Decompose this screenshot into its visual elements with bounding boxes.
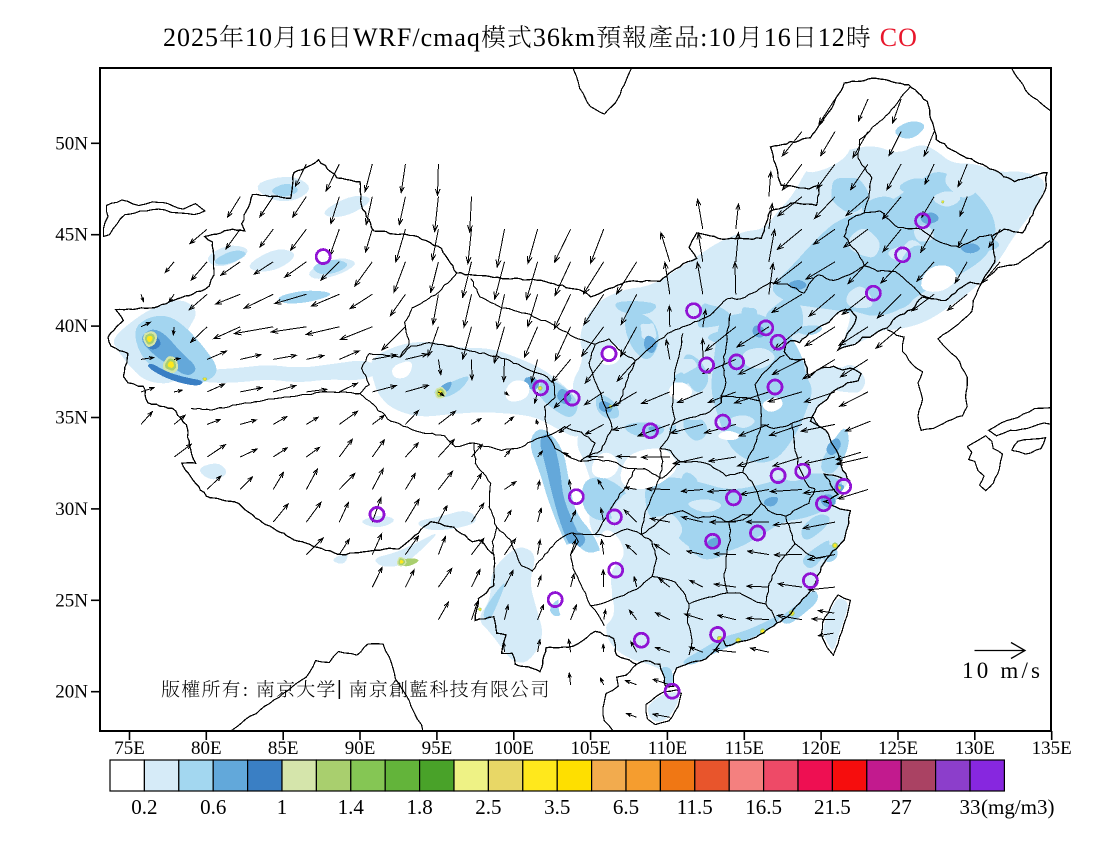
svg-text:16: 16 bbox=[299, 23, 327, 52]
svg-text:45N: 45N bbox=[55, 225, 88, 246]
svg-text::10: :10 bbox=[700, 23, 736, 52]
svg-text:27: 27 bbox=[891, 795, 912, 819]
svg-text:40N: 40N bbox=[55, 316, 88, 337]
svg-text:75E: 75E bbox=[114, 738, 145, 759]
svg-text:16.5: 16.5 bbox=[745, 795, 782, 819]
svg-text:35N: 35N bbox=[55, 408, 88, 429]
svg-text:10: 10 bbox=[245, 23, 273, 52]
svg-text:16: 16 bbox=[764, 23, 792, 52]
svg-text:12: 12 bbox=[818, 23, 846, 52]
svg-text:110E: 110E bbox=[648, 738, 687, 759]
svg-text:36km: 36km bbox=[533, 23, 596, 52]
svg-text:3.5: 3.5 bbox=[544, 795, 570, 819]
svg-text:6.5: 6.5 bbox=[613, 795, 639, 819]
svg-text:11.5: 11.5 bbox=[677, 795, 713, 819]
svg-text:0.2: 0.2 bbox=[131, 795, 157, 819]
svg-text:50N: 50N bbox=[55, 133, 88, 154]
svg-text:2.5: 2.5 bbox=[475, 795, 501, 819]
svg-text:21.5: 21.5 bbox=[814, 795, 851, 819]
svg-text:115E: 115E bbox=[725, 738, 764, 759]
svg-text:80E: 80E bbox=[191, 738, 222, 759]
svg-text:90E: 90E bbox=[345, 738, 376, 759]
svg-text:125E: 125E bbox=[878, 738, 918, 759]
svg-text:135E: 135E bbox=[1032, 738, 1072, 759]
svg-text:10 m/s: 10 m/s bbox=[962, 658, 1043, 683]
svg-text:CO: CO bbox=[880, 23, 918, 52]
svg-text:WRF/cmaq: WRF/cmaq bbox=[353, 23, 481, 52]
svg-text:(mg/m3): (mg/m3) bbox=[981, 795, 1055, 819]
svg-text:120E: 120E bbox=[801, 738, 841, 759]
svg-text:25N: 25N bbox=[55, 590, 88, 611]
svg-text:1.8: 1.8 bbox=[406, 795, 432, 819]
svg-text:130E: 130E bbox=[955, 738, 995, 759]
svg-text:105E: 105E bbox=[571, 738, 611, 759]
svg-text:1.4: 1.4 bbox=[338, 795, 365, 819]
svg-text:95E: 95E bbox=[422, 738, 453, 759]
svg-text:100E: 100E bbox=[494, 738, 534, 759]
svg-text:0.6: 0.6 bbox=[200, 795, 226, 819]
svg-text:2025: 2025 bbox=[163, 23, 219, 52]
svg-text:85E: 85E bbox=[268, 738, 299, 759]
svg-text::: : bbox=[243, 680, 248, 701]
svg-text:20N: 20N bbox=[55, 682, 88, 703]
svg-text:30N: 30N bbox=[55, 499, 88, 520]
svg-text:33: 33 bbox=[960, 795, 981, 819]
svg-text:1: 1 bbox=[277, 795, 288, 819]
